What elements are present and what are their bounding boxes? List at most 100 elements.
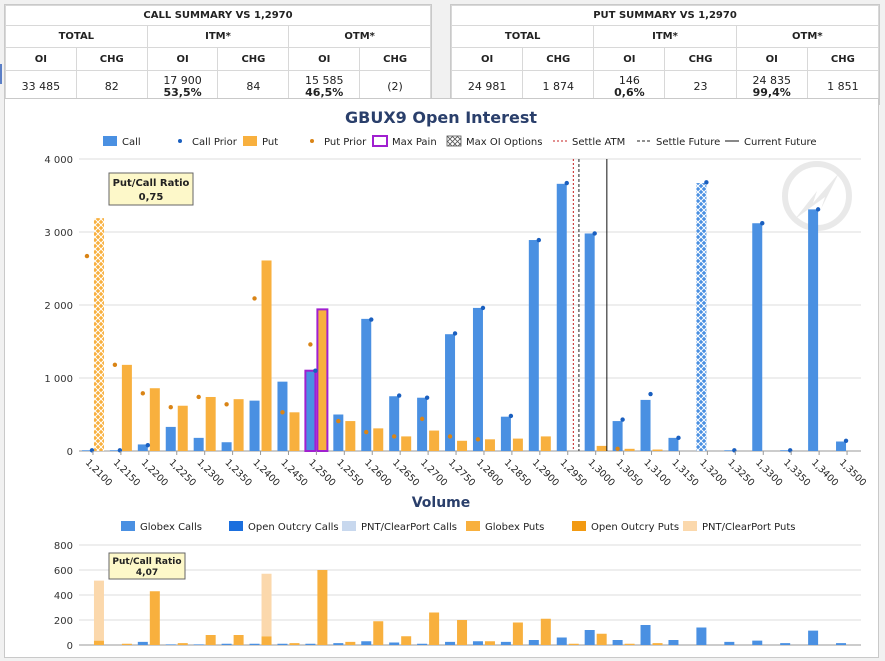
- call-summary-title: CALL SUMMARY VS 1,2970: [5, 5, 431, 26]
- oi-x-tick-label: 1,3200: [697, 457, 728, 488]
- call-bar: [836, 441, 847, 451]
- legend-label: PNT/ClearPort Calls: [361, 522, 457, 533]
- globex-calls-bar: [696, 627, 707, 645]
- put-prior-dot: [252, 296, 257, 301]
- globex-puts-bar: [596, 633, 607, 645]
- put-group-otm: OTM*: [735, 25, 880, 48]
- legend-put-prior: Put Prior: [310, 137, 367, 148]
- call-bar: [556, 183, 567, 451]
- oi-y-tick-label: 4 000: [44, 155, 73, 166]
- oi-x-tick-label: 1,2550: [334, 457, 365, 488]
- oi-x-tick-label: 1,2750: [446, 457, 477, 488]
- put-sub-oi: OI: [593, 47, 666, 71]
- put-bar: [652, 449, 663, 451]
- volume-ratio-value: 4,07: [136, 568, 158, 578]
- call-bar: [780, 450, 791, 451]
- put-bar: [233, 399, 244, 451]
- call-bar: [445, 334, 456, 451]
- globex-puts-bar: [373, 621, 384, 645]
- legend-current-future: Current Future: [725, 137, 817, 148]
- call-otm-oi: 15 585: [304, 74, 344, 87]
- globex-calls-bar: [361, 641, 372, 645]
- globex-calls-bar: [305, 643, 316, 645]
- legend-put: Put: [243, 136, 278, 148]
- put-bar: [345, 421, 356, 451]
- oi-x-tick-label: 1,3000: [586, 457, 617, 488]
- call-prior-dot: [843, 438, 849, 443]
- put-prior-dot: [140, 391, 146, 396]
- oi-ratio-box: Put/Call Ratio 0,75: [108, 172, 194, 206]
- oi-x-tick-label: 1,3500: [837, 457, 868, 488]
- call-prior-dot: [564, 180, 569, 186]
- call-bar: [304, 369, 317, 453]
- globex-calls-bar: [528, 640, 539, 645]
- put-bar: [373, 428, 384, 451]
- put-sub-chg: CHG: [522, 47, 595, 71]
- globex-puts-bar: [233, 635, 244, 645]
- put-prior-dot: [224, 402, 229, 407]
- oi-y-axis: 0 1 000 2 000 3 000 4 000: [44, 155, 73, 458]
- legend-put-swatch: [243, 136, 257, 146]
- call-bar: [500, 416, 511, 451]
- legend-label: Call Prior: [192, 137, 238, 148]
- oi-y-tick-label: 1 000: [44, 374, 73, 385]
- globex-puts-bar: [205, 635, 216, 645]
- oi-x-tick-label: 1,2650: [390, 457, 421, 488]
- call-prior-dot: [704, 180, 709, 185]
- oi-x-tick-label: 1,2150: [111, 457, 142, 488]
- legend-globex-puts-swatch: [466, 521, 480, 531]
- volume-ratio-box: Put/Call Ratio 4,07: [108, 552, 186, 580]
- call-bar: [193, 437, 204, 451]
- call-bar: [640, 399, 651, 451]
- legend-label: Call: [122, 137, 141, 148]
- globex-puts-bar: [149, 591, 160, 645]
- oi-x-tick-label: 1,2400: [250, 457, 281, 488]
- put-group-total: TOTAL: [450, 25, 595, 48]
- call-sub-oi: OI: [5, 47, 77, 71]
- call-prior-dot: [424, 395, 430, 400]
- call-prior-dot: [787, 448, 793, 453]
- oi-prior-dots: [84, 180, 849, 453]
- call-sub-chg: CHG: [75, 47, 148, 71]
- call-prior-dot: [760, 221, 765, 226]
- globex-puts-bar: [429, 612, 440, 645]
- call-bar: [109, 450, 120, 451]
- oi-x-tick-label: 1,3050: [613, 457, 644, 488]
- legend-label: Max OI Options: [466, 137, 542, 148]
- call-bar: [81, 450, 92, 451]
- oi-x-tick-label: 1,2500: [306, 457, 337, 488]
- put-prior-dot: [475, 437, 481, 442]
- call-bar: [724, 450, 735, 451]
- legend-label: Current Future: [744, 137, 817, 148]
- legend-settle-future: Settle Future: [637, 137, 720, 148]
- globex-puts-bar: [93, 640, 104, 645]
- call-sub-oi: OI: [288, 47, 361, 71]
- put-bar: [289, 412, 300, 451]
- globex-puts-bar: [568, 643, 579, 645]
- put-bar: [177, 405, 188, 451]
- globex-calls-bar: [277, 643, 288, 645]
- globex-calls-bar: [640, 625, 651, 645]
- oi-x-tick-label: 1,2250: [167, 457, 198, 488]
- oi-chart-title: GBUX9 Open Interest: [345, 108, 537, 127]
- oi-x-tick-label: 1,2450: [278, 457, 309, 488]
- oi-y-tick-label: 3 000: [44, 228, 73, 239]
- left-edge-marker: [0, 64, 2, 84]
- globex-puts-bar: [345, 641, 356, 645]
- volume-y-axis: 0 200 400 600 800: [54, 541, 73, 652]
- globex-puts-bar: [317, 570, 328, 645]
- put-bar: [261, 260, 272, 451]
- oi-reference-lines: [572, 159, 608, 451]
- call-bar: [472, 307, 483, 451]
- globex-puts-bar: [177, 643, 188, 645]
- put-prior-dot: [112, 362, 118, 368]
- call-prior-dot: [620, 417, 625, 422]
- globex-puts-bar: [261, 636, 272, 645]
- call-prior-dot: [732, 448, 737, 453]
- call-otm-pct: 46,5%: [305, 86, 344, 99]
- legend-max-oi-options: Max OI Options: [446, 135, 542, 148]
- globex-calls-bar: [668, 640, 679, 645]
- put-bar: [429, 430, 440, 451]
- legend-pnt-clearport-calls-swatch: [342, 521, 356, 531]
- put-prior-dot: [615, 446, 620, 452]
